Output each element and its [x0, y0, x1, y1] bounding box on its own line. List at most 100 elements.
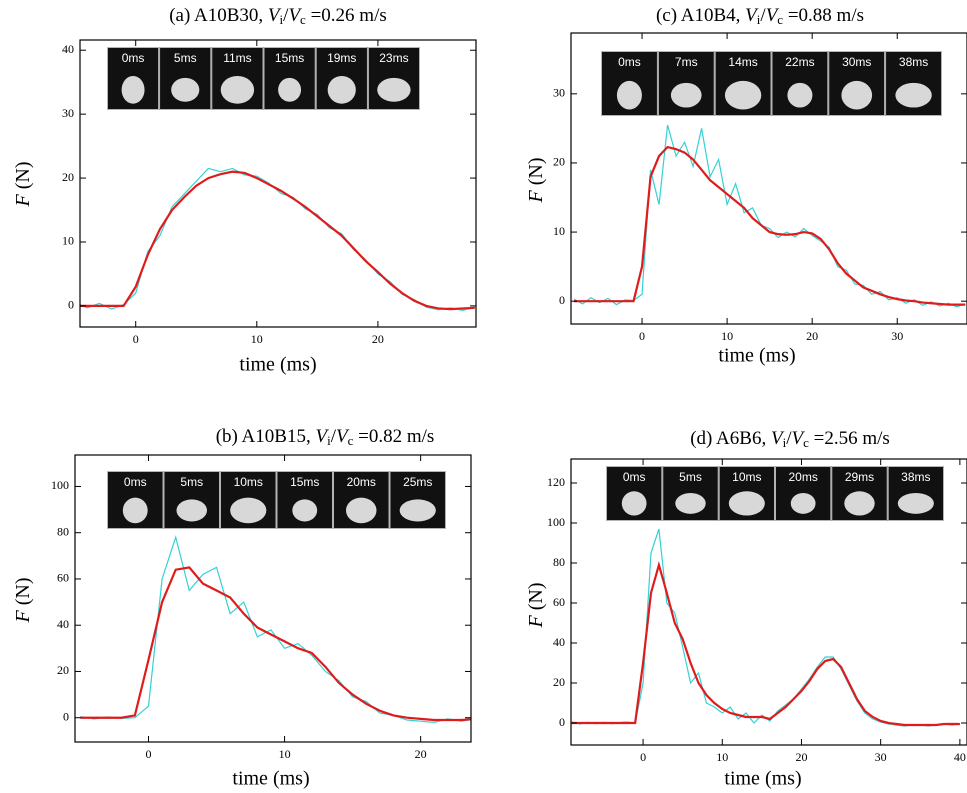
- frame-label: 5ms: [679, 470, 702, 484]
- frame-label: 0ms: [623, 470, 646, 484]
- series-line: [571, 528, 960, 727]
- droplet: [844, 491, 875, 516]
- y-axis-label: F (N): [525, 583, 547, 629]
- droplet: [278, 77, 302, 102]
- panel: (c) A10B4, Vi/Vc =0.88 m/s 0ms 7ms 14ms 22ms…: [525, 5, 967, 367]
- x-axis-label: time (ms): [724, 768, 801, 790]
- frame-border: [211, 47, 264, 110]
- x-axis-label: time (ms): [239, 354, 316, 376]
- y-tick-label: 10: [553, 224, 565, 238]
- y-label-part: (N): [12, 162, 34, 195]
- frame-label: 14ms: [728, 55, 757, 69]
- droplet: [176, 499, 208, 522]
- x-tick-label: 0: [640, 750, 646, 764]
- droplet: [790, 492, 816, 514]
- frame-label: 25ms: [403, 475, 432, 489]
- title-part: V: [745, 5, 759, 26]
- frame-label: 29ms: [845, 470, 874, 484]
- y-tick-label: 0: [559, 293, 565, 307]
- title-part: /: [760, 5, 766, 26]
- y-tick-label: 40: [553, 635, 565, 649]
- frame-label: 5ms: [174, 51, 197, 65]
- panel: (b) A10B15, Vi/Vc =0.82 m/s 0ms 5ms 10ms 15m…: [12, 426, 472, 790]
- x-tick-label: 0: [145, 747, 151, 761]
- y-tick-label: 20: [57, 663, 69, 677]
- droplet: [616, 80, 642, 110]
- x-tick-label: 20: [372, 332, 384, 346]
- droplet: [724, 80, 762, 110]
- title-part: c: [777, 12, 783, 27]
- y-axis-label: F (N): [525, 158, 547, 204]
- title-part: V: [315, 426, 329, 447]
- x-tick-label: 40: [954, 750, 966, 764]
- droplet: [787, 82, 813, 108]
- frame-border: [276, 471, 333, 529]
- frame-border: [220, 471, 277, 529]
- x-tick-label: 0: [133, 332, 139, 346]
- droplet: [292, 499, 318, 522]
- title-part: (b) A10B15,: [216, 426, 316, 447]
- frame-label: 7ms: [675, 55, 698, 69]
- series-line: [571, 560, 960, 727]
- frame-border: [159, 47, 212, 110]
- frame-label: 10ms: [732, 470, 761, 484]
- y-label-part: F: [12, 609, 34, 623]
- frame-border: [606, 466, 663, 521]
- title-part: V: [791, 428, 805, 449]
- x-tick-label: 10: [279, 747, 291, 761]
- droplet: [728, 491, 765, 516]
- frame-label: 23ms: [379, 51, 408, 65]
- frame-border: [831, 466, 888, 521]
- frame-border: [887, 466, 944, 521]
- frame-label: 15ms: [290, 475, 319, 489]
- x-tick-label: 20: [415, 747, 427, 761]
- title-part: /: [331, 426, 337, 447]
- droplet: [897, 492, 934, 514]
- x-tick-label: 10: [716, 750, 728, 764]
- droplet: [121, 75, 145, 104]
- y-axis-label: F (N): [12, 578, 34, 624]
- series-line: [80, 535, 471, 723]
- title-part: c: [803, 435, 809, 450]
- droplet: [230, 497, 267, 524]
- frame-label: 20ms: [347, 475, 376, 489]
- title-part: V: [268, 5, 282, 26]
- title-part: /: [283, 5, 289, 26]
- frame-label: 38ms: [899, 55, 928, 69]
- plot-frame: [79, 39, 477, 328]
- frame-border: [657, 51, 715, 116]
- title-part: c: [348, 433, 354, 448]
- frame-border: [315, 47, 368, 110]
- title-part: (a) A10B30,: [169, 5, 268, 26]
- y-label-part: F: [12, 193, 34, 207]
- title-part: V: [288, 5, 302, 26]
- chart-title: (b) A10B15, Vi/Vc =0.82 m/s: [216, 426, 435, 448]
- y-tick-label: 0: [63, 709, 69, 723]
- y-tick-label: 60: [57, 571, 69, 585]
- frame-border: [885, 51, 942, 116]
- title-part: V: [766, 5, 780, 26]
- frame-strip: [107, 47, 420, 110]
- title-part: c: [300, 12, 306, 27]
- frame-label: 20ms: [788, 470, 817, 484]
- x-tick-label: 30: [875, 750, 887, 764]
- title-part: i: [757, 12, 761, 27]
- series-line: [573, 124, 966, 308]
- droplet: [399, 499, 436, 522]
- frame-label: 22ms: [785, 55, 814, 69]
- y-tick-label: 100: [51, 478, 69, 492]
- y-tick-label: 40: [62, 42, 74, 56]
- frame-border: [107, 47, 160, 110]
- title-part: V: [771, 428, 785, 449]
- frame-label: 0ms: [618, 55, 641, 69]
- title-part: (c) A10B4,: [656, 5, 745, 26]
- y-label-part: F: [525, 189, 547, 203]
- frame-strip: [601, 51, 942, 116]
- droplet: [841, 80, 873, 110]
- x-axis-label: time (ms): [232, 768, 309, 790]
- series-line: [573, 145, 966, 306]
- droplet: [122, 497, 148, 524]
- y-tick-label: 30: [62, 106, 74, 120]
- droplet: [377, 77, 411, 102]
